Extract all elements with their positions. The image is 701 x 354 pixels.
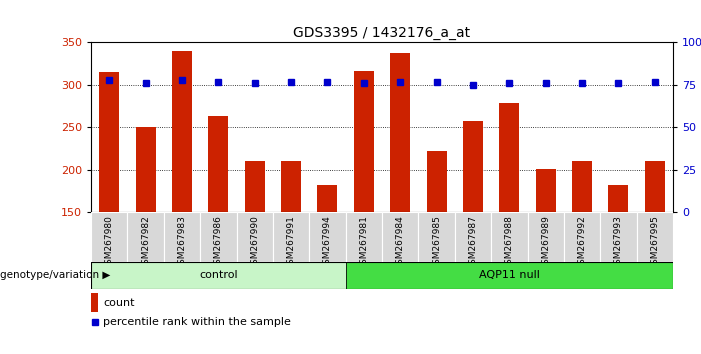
- Bar: [91, 262, 346, 289]
- Text: control: control: [199, 270, 238, 280]
- Title: GDS3395 / 1432176_a_at: GDS3395 / 1432176_a_at: [294, 26, 470, 40]
- Bar: [499, 103, 519, 212]
- Text: GSM267980: GSM267980: [105, 215, 114, 270]
- Text: genotype/variation ▶: genotype/variation ▶: [0, 270, 110, 280]
- Bar: [527, 212, 564, 262]
- Bar: [382, 212, 418, 262]
- Bar: [572, 161, 592, 212]
- Text: count: count: [103, 297, 135, 308]
- Bar: [318, 185, 337, 212]
- Text: GSM267991: GSM267991: [287, 215, 296, 270]
- Text: GSM267988: GSM267988: [505, 215, 514, 270]
- Text: GSM267989: GSM267989: [541, 215, 550, 270]
- Bar: [455, 212, 491, 262]
- Text: GSM267994: GSM267994: [323, 215, 332, 270]
- Bar: [91, 212, 128, 262]
- Text: GSM267986: GSM267986: [214, 215, 223, 270]
- Bar: [564, 212, 600, 262]
- Bar: [128, 212, 164, 262]
- Bar: [91, 293, 98, 312]
- Bar: [346, 212, 382, 262]
- Bar: [354, 70, 374, 212]
- Bar: [208, 116, 229, 212]
- Text: GSM267982: GSM267982: [141, 215, 150, 270]
- Text: GSM267987: GSM267987: [468, 215, 477, 270]
- Bar: [608, 185, 628, 212]
- Bar: [645, 161, 665, 212]
- Bar: [281, 161, 301, 212]
- Bar: [491, 212, 527, 262]
- Text: GSM267995: GSM267995: [651, 215, 659, 270]
- Bar: [236, 212, 273, 262]
- Text: GSM267992: GSM267992: [578, 215, 587, 270]
- Text: GSM267984: GSM267984: [396, 215, 404, 270]
- Bar: [273, 212, 309, 262]
- Text: GSM267983: GSM267983: [177, 215, 186, 270]
- Bar: [600, 212, 637, 262]
- Bar: [536, 169, 556, 212]
- Bar: [100, 72, 119, 212]
- Text: GSM267990: GSM267990: [250, 215, 259, 270]
- Bar: [346, 262, 673, 289]
- Bar: [390, 53, 410, 212]
- Bar: [136, 127, 156, 212]
- Text: AQP11 null: AQP11 null: [479, 270, 540, 280]
- Bar: [637, 212, 673, 262]
- Bar: [164, 212, 200, 262]
- Text: percentile rank within the sample: percentile rank within the sample: [103, 318, 291, 327]
- Bar: [418, 212, 455, 262]
- Text: GSM267985: GSM267985: [432, 215, 441, 270]
- Bar: [200, 212, 236, 262]
- Bar: [172, 51, 192, 212]
- Text: GSM267981: GSM267981: [360, 215, 368, 270]
- Bar: [463, 121, 483, 212]
- Bar: [309, 212, 346, 262]
- Bar: [427, 151, 447, 212]
- Text: GSM267993: GSM267993: [614, 215, 623, 270]
- Bar: [245, 161, 265, 212]
